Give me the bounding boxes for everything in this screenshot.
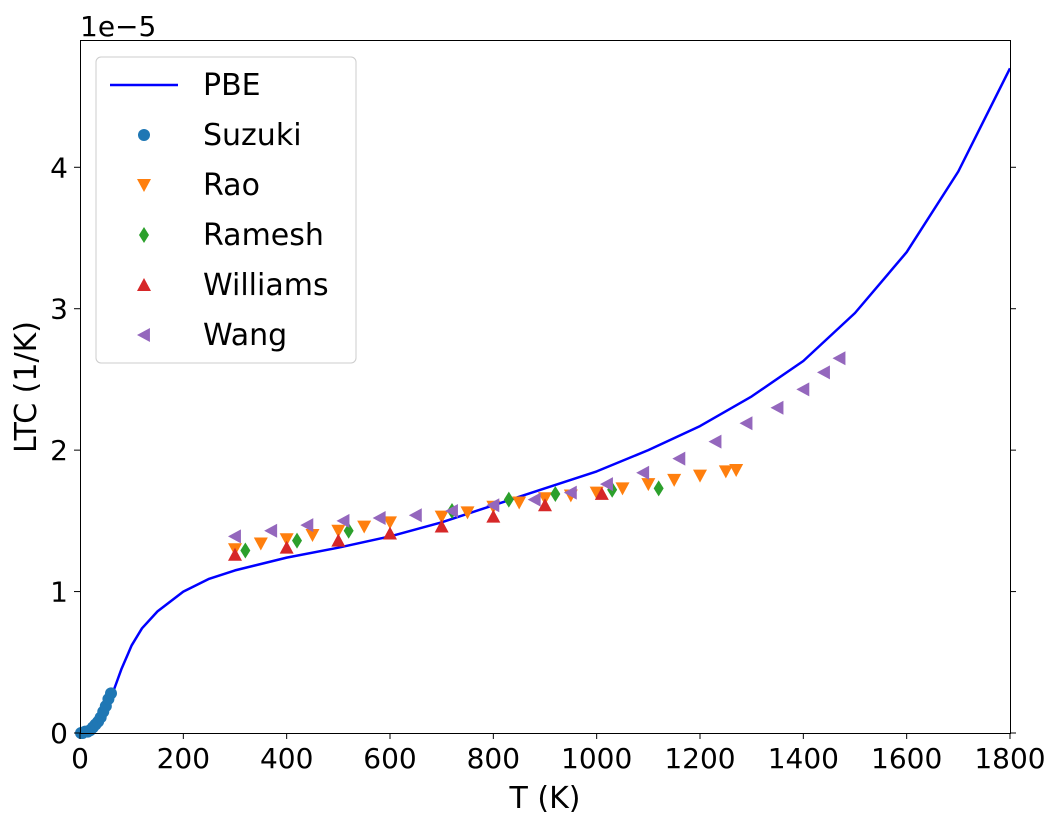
data-point-williams [228, 547, 242, 561]
data-point-williams [538, 498, 552, 512]
x-axis-ticks: 0 200 400 600 800 1000 1200 1400 1600 1800 [71, 733, 1046, 775]
legend-label: Williams [203, 268, 329, 303]
y-tick-label: 2 [50, 434, 68, 467]
data-point-wang [563, 485, 577, 500]
data-point-williams [434, 519, 449, 533]
legend-box [95, 56, 357, 364]
data-point-wang [672, 451, 686, 466]
data-point-williams [331, 533, 346, 547]
legend-label: PBE [203, 68, 261, 103]
x-tick-label: 1400 [768, 742, 839, 775]
legend-item-suzuki: Suzuki [138, 118, 302, 153]
legend-item-wang: Wang [137, 318, 287, 353]
data-point-wang [372, 511, 386, 526]
y-axis-ticks: 0 1 2 3 4 [50, 151, 1016, 750]
data-point-rao [305, 529, 320, 542]
legend-swatch [137, 278, 151, 291]
x-tick-label: 600 [363, 742, 416, 775]
x-axis-label: T (K) [509, 781, 581, 816]
data-point-rao [383, 516, 397, 530]
data-point-ramesh [503, 491, 514, 508]
legend-item-pbe: PBE [110, 68, 261, 103]
data-point-wang [527, 492, 541, 507]
data-point-wang [770, 400, 784, 415]
x-tick-label: 1800 [974, 742, 1045, 775]
data-point-wang [300, 518, 314, 533]
data-point-wang [796, 382, 810, 397]
data-point-rao [641, 478, 656, 492]
x-tick-label: 400 [260, 742, 313, 775]
data-point-rao [589, 486, 604, 500]
legend-label: Wang [203, 318, 287, 353]
data-point-wang [636, 465, 650, 480]
data-point-williams [279, 540, 294, 554]
y-tick-label: 0 [50, 717, 68, 750]
data-point-rao [460, 506, 475, 520]
data-point-rao [667, 473, 682, 487]
legend-label: Ramesh [203, 218, 324, 253]
y-tick-label: 3 [50, 293, 68, 326]
plot-area [75, 67, 1012, 739]
data-point-rao [615, 482, 630, 496]
data-point-ramesh [292, 532, 302, 549]
data-point-williams [486, 509, 501, 523]
series-suzuki [75, 687, 117, 739]
series-williams [228, 486, 609, 561]
data-point-suzuki [105, 687, 117, 700]
data-point-rao [718, 465, 733, 479]
data-point-wang [336, 513, 350, 528]
x-tick-label: 0 [71, 742, 89, 775]
data-point-wang [817, 365, 830, 380]
data-point-wang [739, 416, 753, 431]
x-tick-label: 200 [157, 742, 210, 775]
data-point-rao [253, 537, 268, 551]
data-point-wang [486, 498, 500, 513]
data-point-wang [708, 434, 722, 449]
x-tick-label: 800 [467, 742, 520, 775]
series-rao [228, 463, 744, 557]
data-point-rao [693, 469, 707, 483]
data-point-williams [594, 486, 609, 500]
legend-label: Rao [203, 168, 260, 203]
data-point-wang [228, 529, 241, 544]
y-offset-text: 1e−5 [80, 10, 156, 43]
data-point-rao [279, 533, 294, 547]
legend: PBE Suzuki Rao Ramesh Williams Wang [95, 56, 357, 364]
data-point-rao [357, 520, 372, 534]
data-point-rao [331, 524, 346, 538]
data-point-rao [434, 510, 449, 524]
data-point-ramesh [343, 522, 354, 539]
plot-frame [80, 40, 1011, 734]
data-point-wang [832, 351, 846, 366]
series-ramesh [240, 480, 664, 559]
legend-swatch [138, 129, 150, 141]
legend-swatch [137, 179, 151, 192]
y-tick-label: 4 [50, 151, 68, 184]
x-tick-label: 1600 [871, 742, 942, 775]
data-point-ramesh [653, 480, 664, 497]
legend-label: Suzuki [203, 118, 302, 153]
series-wang [228, 351, 846, 544]
data-point-wang [600, 477, 613, 492]
y-tick-label: 1 [50, 576, 68, 609]
x-tick-label: 1200 [664, 742, 735, 775]
data-point-wang [264, 523, 278, 538]
data-point-rao [729, 463, 744, 477]
data-point-ramesh [240, 542, 251, 559]
data-point-williams [383, 526, 397, 540]
data-point-rao [512, 496, 527, 510]
data-point-wang [408, 508, 422, 523]
legend-item-williams: Williams [137, 268, 329, 303]
x-tick-label: 1000 [561, 742, 632, 775]
legend-item-ramesh: Ramesh [139, 218, 324, 253]
legend-swatch [139, 227, 149, 243]
legend-item-rao: Rao [137, 168, 260, 203]
legend-swatch [137, 328, 150, 342]
data-point-ramesh [550, 485, 561, 502]
y-axis-label: LTC (1/K) [9, 321, 44, 453]
data-point-wang [445, 503, 458, 518]
